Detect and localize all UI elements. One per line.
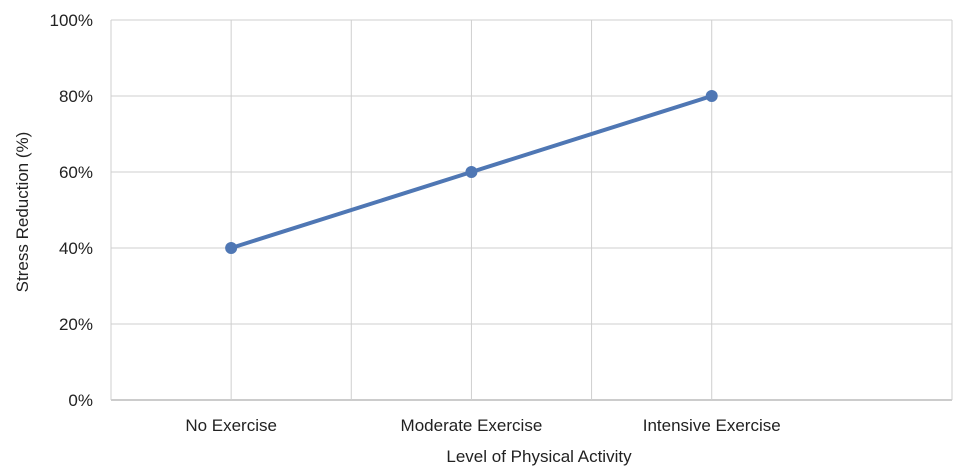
- x-tick-label: Intensive Exercise: [643, 416, 781, 435]
- y-tick-label: 20%: [59, 315, 93, 334]
- series-layer: [225, 90, 718, 254]
- x-tick-label: No Exercise: [185, 416, 277, 435]
- x-tick-label: Moderate Exercise: [401, 416, 543, 435]
- y-axis-title: Stress Reduction (%): [13, 132, 32, 293]
- y-tick-label: 100%: [50, 11, 93, 30]
- axes: 0% 20% 40% 60% 80% 100% No Exercise Moderate Ex…: [50, 11, 781, 435]
- y-tick-label: 60%: [59, 163, 93, 182]
- x-axis-title: Level of Physical Activity: [446, 447, 632, 466]
- grid-lines: [110, 19, 953, 401]
- axis-labels: Level of Physical Activity Stress Reduct…: [13, 132, 632, 466]
- data-point: [465, 166, 478, 178]
- data-point: [705, 90, 718, 102]
- y-tick-label: 40%: [59, 239, 93, 258]
- data-point: [225, 242, 238, 254]
- y-tick-label: 0%: [68, 391, 93, 410]
- y-tick-label: 80%: [59, 87, 93, 106]
